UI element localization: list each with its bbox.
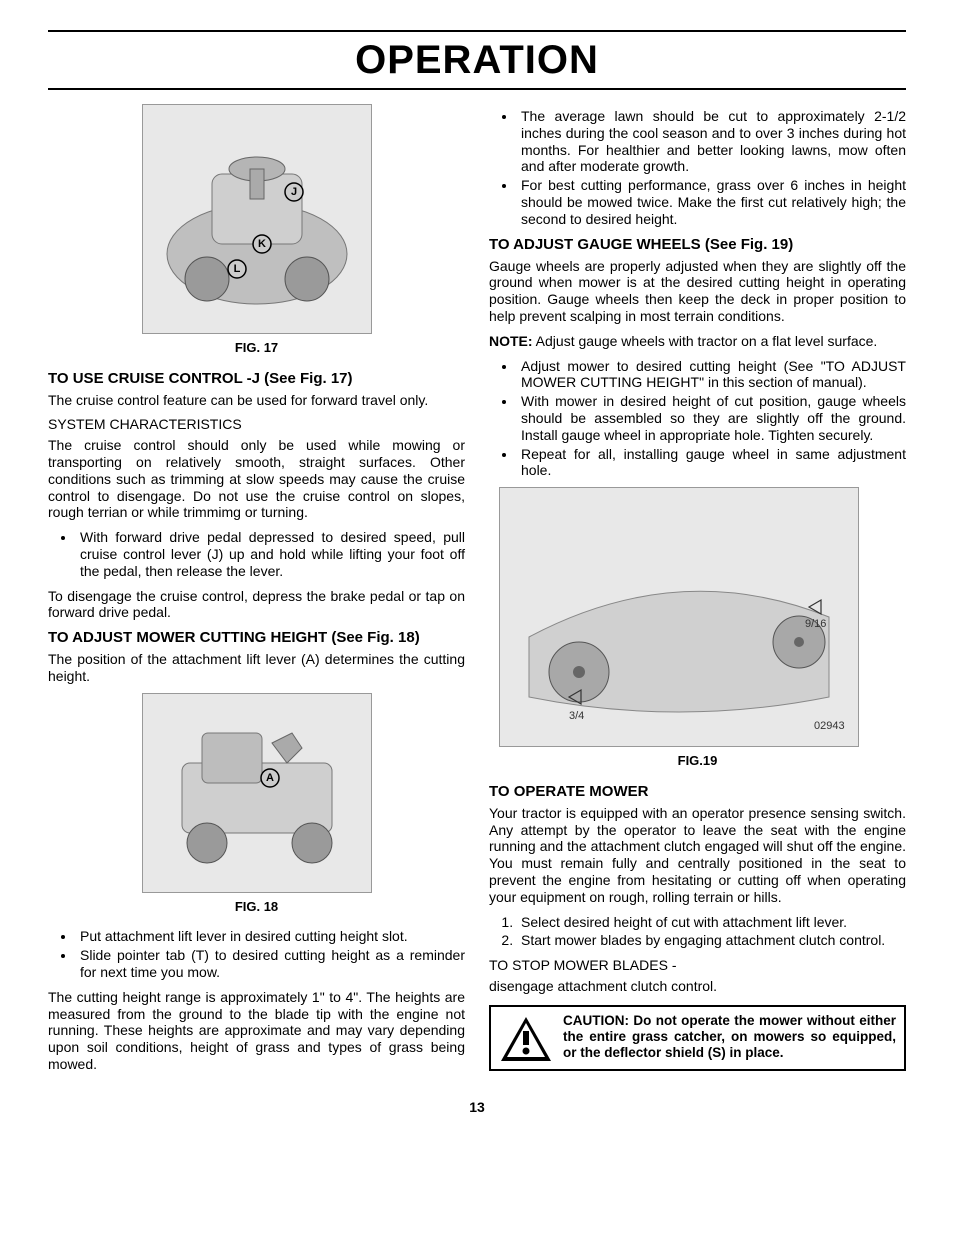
figure-18-svg: A: [152, 703, 362, 883]
adjust-intro: The position of the attachment lift leve…: [48, 651, 465, 685]
gauge-bullet-1: Adjust mower to desired cutting height (…: [517, 358, 906, 392]
adjust-heading: TO ADJUST MOWER CUTTING HEIGHT (See Fig.…: [48, 629, 465, 647]
operate-step-2: Start mower blades by engaging attachmen…: [517, 932, 906, 949]
fig17-caption: FIG. 17: [48, 340, 465, 356]
gauge-bullet-3: Repeat for all, installing gauge wheel i…: [517, 446, 906, 480]
operate-steps: Select desired height of cut with attach…: [489, 914, 906, 950]
top-rule: [48, 30, 906, 32]
two-column-layout: J K L FIG. 17 TO USE CRUISE CONTROL -J (…: [48, 104, 906, 1081]
stop-heading: TO STOP MOWER BLADES -: [489, 957, 906, 974]
fig19-label-34: 3/4: [569, 710, 584, 722]
top-bullet-1: The average lawn should be cut to approx…: [517, 108, 906, 175]
fig17-label-k: K: [258, 238, 266, 250]
top-bullet-2: For best cutting performance, grass over…: [517, 177, 906, 227]
gauge-bullet-2: With mower in desired height of cut posi…: [517, 393, 906, 443]
fig19-caption: FIG.19: [489, 753, 906, 769]
cruise-bullet-1: With forward drive pedal depressed to de…: [76, 529, 465, 579]
fig17-label-j: J: [290, 186, 296, 198]
right-column: The average lawn should be cut to approx…: [489, 104, 906, 1081]
gauge-heading: TO ADJUST GAUGE WHEELS (See Fig. 19): [489, 236, 906, 254]
note-lead: NOTE:: [489, 333, 533, 349]
page-title: OPERATION: [48, 36, 906, 84]
operate-para1: Your tractor is equipped with an operato…: [489, 805, 906, 906]
operate-step-1: Select desired height of cut with attach…: [517, 914, 906, 931]
figure-17: J K L: [142, 104, 372, 334]
cruise-heading: TO USE CRUISE CONTROL -J (See Fig. 17): [48, 370, 465, 388]
note-body: Adjust gauge wheels with tractor on a fl…: [533, 333, 878, 349]
left-column: J K L FIG. 17 TO USE CRUISE CONTROL -J (…: [48, 104, 465, 1081]
figure-19-svg: 9/16 3/4 02943: [509, 497, 849, 737]
caution-box: CAUTION: Do not operate the mower withou…: [489, 1005, 906, 1071]
cruise-para2: To disengage the cruise control, depress…: [48, 588, 465, 622]
gauge-bullets: Adjust mower to desired cutting height (…: [489, 358, 906, 480]
gauge-para1: Gauge wheels are properly adjusted when …: [489, 258, 906, 325]
cruise-para1: The cruise control should only be used w…: [48, 437, 465, 521]
operate-heading: TO OPERATE MOWER: [489, 783, 906, 801]
gauge-note: NOTE: Adjust gauge wheels with tractor o…: [489, 333, 906, 350]
figure-19: 9/16 3/4 02943: [499, 487, 859, 747]
stop-para: disengage attachment clutch control.: [489, 978, 906, 995]
cruise-subheading: SYSTEM CHARACTERISTICS: [48, 416, 465, 433]
fig18-label-a: A: [266, 772, 274, 784]
adjust-bullet-1: Put attachment lift lever in desired cut…: [76, 928, 465, 945]
fig18-caption: FIG. 18: [48, 899, 465, 915]
page-number: 13: [48, 1099, 906, 1116]
fig19-code: 02943: [814, 720, 845, 732]
adjust-bullet-2: Slide pointer tab (T) to desired cutting…: [76, 947, 465, 981]
fig17-label-l: L: [233, 263, 240, 275]
fig19-label-916: 9/16: [805, 618, 826, 630]
adjust-bullets: Put attachment lift lever in desired cut…: [48, 928, 465, 980]
bottom-rule: [48, 88, 906, 90]
top-right-bullets: The average lawn should be cut to approx…: [489, 108, 906, 228]
cruise-intro: The cruise control feature can be used f…: [48, 392, 465, 409]
figure-17-svg: J K L: [152, 114, 362, 324]
warning-icon: [499, 1015, 553, 1063]
figure-18: A: [142, 693, 372, 893]
cruise-bullets: With forward drive pedal depressed to de…: [48, 529, 465, 579]
adjust-para1: The cutting height range is approximatel…: [48, 989, 465, 1073]
caution-text: CAUTION: Do not operate the mower withou…: [563, 1013, 896, 1062]
